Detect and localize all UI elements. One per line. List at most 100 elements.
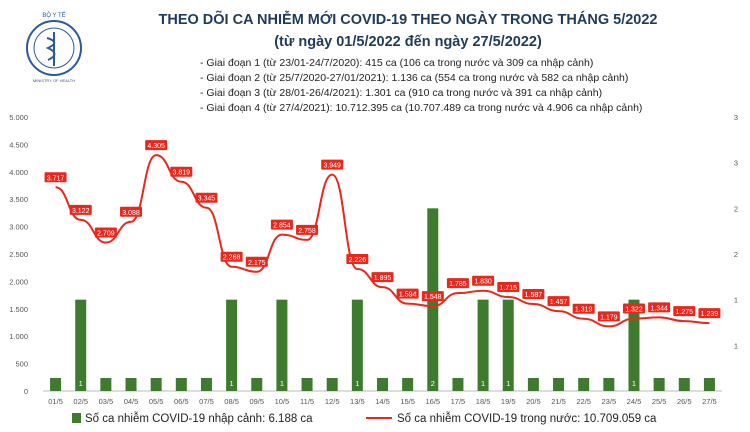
bar <box>502 299 514 391</box>
line-series <box>55 154 710 328</box>
line-data-label: 2.226 <box>346 254 369 265</box>
label-box <box>44 172 67 183</box>
line-data-label: 1.239 <box>698 308 721 319</box>
x-tick-label: 15/5 <box>400 397 415 406</box>
bar <box>150 378 162 391</box>
note-1: - Giai đoạn 1 (từ 23/01-24/7/2020): 415 … <box>200 57 593 69</box>
line-data-label: 1.319 <box>572 303 595 314</box>
bar <box>703 378 715 391</box>
legend: Số ca nhiễm COVID-19 nhập cảnh: 6.188 ca… <box>72 412 657 425</box>
x-tick-label: 12/5 <box>325 397 340 406</box>
label-text: 2.709 <box>97 231 115 238</box>
x-tick-label: 13/5 <box>350 397 365 406</box>
label-text: 3.819 <box>173 170 191 177</box>
y-axis-left: 0 500 1.000 1.500 2.000 2.500 3.000 3.500 4.000 4… <box>9 113 28 396</box>
chart-subtitle: (từ ngày 01/5/2022 đến ngày 27/5/2022) <box>274 34 542 50</box>
label-box <box>94 227 117 238</box>
bar-series: 1 1 1 1 2 1 1 1 <box>50 208 715 391</box>
label-text: 1.594 <box>399 292 417 299</box>
label-box <box>145 140 168 151</box>
label-text: 1.179 <box>600 314 618 321</box>
bar-data-label: 1 <box>481 379 485 388</box>
bar-data-label: 1 <box>230 379 234 388</box>
x-tick-label: 08/5 <box>224 397 239 406</box>
bar <box>553 378 565 391</box>
line-data-label: 2.854 <box>270 219 293 230</box>
label-box <box>622 303 645 314</box>
line-data-label: 1.322 <box>622 303 645 314</box>
label-box <box>421 291 444 302</box>
label-text: 1.319 <box>575 307 593 314</box>
label-text: 3.717 <box>47 175 65 182</box>
line-data-label: 3.122 <box>69 204 92 215</box>
x-tick-label: 06/5 <box>174 397 189 406</box>
bar <box>377 378 388 391</box>
label-text: 1.830 <box>474 279 492 286</box>
line-data-labels: 3.717 3.122 2.709 3.088 4.305 3.819 3.345 2.268… <box>44 140 721 322</box>
bar-data-label: 1 <box>355 379 359 388</box>
y-right-tick-label: 3 <box>734 113 738 122</box>
label-text: 1.587 <box>525 292 543 299</box>
bar <box>326 378 338 391</box>
label-text: 3.122 <box>72 208 90 215</box>
label-text: 1.785 <box>449 281 467 288</box>
line-data-label: 3.717 <box>44 172 67 183</box>
line-data-label: 4.305 <box>145 140 168 151</box>
label-text: 3.949 <box>323 163 341 170</box>
bar <box>75 299 87 391</box>
x-tick-label: 14/5 <box>375 397 390 406</box>
y-left-tick-label: 5.000 <box>9 113 28 122</box>
label-box <box>522 289 545 300</box>
label-box <box>472 275 495 286</box>
legend-bar-label: Số ca nhiễm COVID-19 nhập cảnh: 6.188 ca <box>85 412 313 425</box>
label-text: 1.344 <box>650 305 668 312</box>
bar <box>477 299 489 391</box>
label-text: 1.239 <box>701 311 719 318</box>
note-4: - Giai đoạn 4 (từ 27/4/2021): 10.712.395… <box>200 102 642 114</box>
bar <box>125 378 137 391</box>
label-box <box>346 254 369 265</box>
bar <box>50 378 62 391</box>
label-box <box>446 278 469 289</box>
bar-data-label: 1 <box>280 379 284 388</box>
label-text: 1.895 <box>374 275 392 282</box>
y-right-tick-label: 2 <box>734 204 738 213</box>
line-data-label: 2.175 <box>245 256 268 267</box>
bar <box>678 378 690 391</box>
y-left-tick-label: 1.500 <box>9 305 28 314</box>
y-left-tick-label: 3.000 <box>9 223 28 232</box>
label-box <box>170 166 193 177</box>
y-left-tick-label: 4.500 <box>9 140 28 149</box>
label-box <box>195 192 218 203</box>
bar <box>276 299 288 391</box>
label-box <box>245 256 268 267</box>
x-tick-label: 20/5 <box>526 397 541 406</box>
x-tick-label: 23/5 <box>602 397 617 406</box>
y-left-tick-label: 500 <box>15 360 28 369</box>
label-text: 1.457 <box>550 299 568 306</box>
label-text: 1.548 <box>424 294 442 301</box>
y-left-tick-label: 0 <box>24 387 28 396</box>
y-left-tick-label: 2.000 <box>9 277 28 286</box>
note-3: - Giai đoạn 3 (từ 28/01-26/4/2021): 1.30… <box>200 87 602 99</box>
legend-line-label: Số ca nhiễm COVID-19 trong nước: 10.709.… <box>397 412 657 425</box>
x-tick-label: 09/5 <box>249 397 264 406</box>
bar-data-label: 1 <box>506 379 510 388</box>
label-text: 3.088 <box>122 210 140 217</box>
bar <box>251 378 263 391</box>
line-path <box>55 154 710 328</box>
line-data-label: 1.830 <box>472 275 495 286</box>
label-box <box>371 272 394 283</box>
y-right-tick-label: 1 <box>734 296 738 305</box>
label-box <box>648 302 671 313</box>
line-data-label: 3.088 <box>120 206 143 217</box>
label-text: 3.345 <box>198 196 216 203</box>
label-box <box>396 288 419 299</box>
label-box <box>497 282 520 293</box>
bar <box>628 299 640 391</box>
line-data-label: 2.709 <box>94 227 117 238</box>
y-left-tick-label: 4.000 <box>9 168 28 177</box>
y-left-tick-label: 1.000 <box>9 332 28 341</box>
bar <box>226 299 238 391</box>
